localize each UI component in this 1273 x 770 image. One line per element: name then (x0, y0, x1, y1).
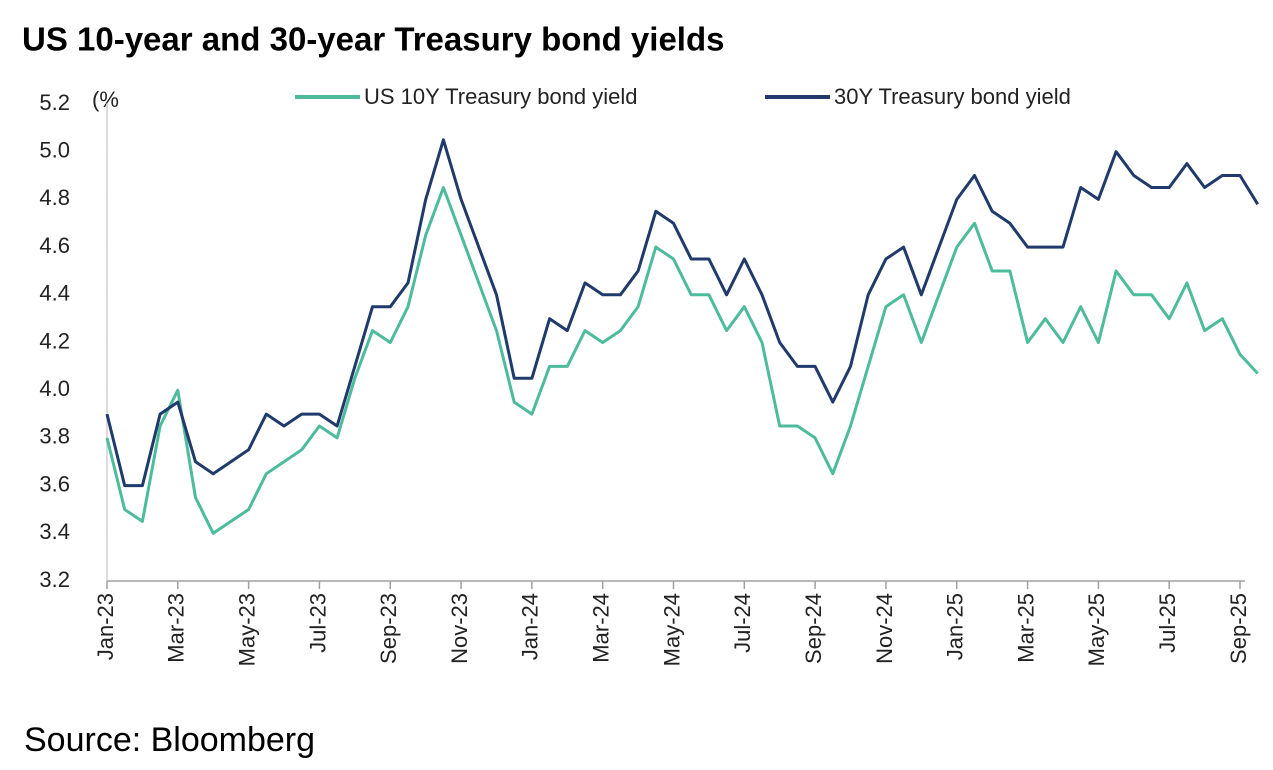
x-tick-label: Jul-25 (1155, 593, 1180, 653)
x-tick-label: Jul-24 (730, 593, 755, 653)
x-tick-label: Sep-25 (1226, 593, 1251, 664)
y-tick-label: 4.6 (39, 233, 70, 258)
x-tick-label: Jan-24 (518, 593, 543, 660)
x-tick-label: Mar-23 (164, 593, 189, 663)
x-tick-label: Mar-24 (589, 593, 614, 663)
y-tick-label: 4.0 (39, 376, 70, 401)
x-tick-label: Nov-24 (872, 593, 897, 664)
x-tick-label: Jan-25 (943, 593, 968, 660)
y-tick-label: 3.2 (39, 567, 70, 592)
y-tick-label: 4.8 (39, 185, 70, 210)
x-tick-label: Sep-24 (801, 593, 826, 664)
line-series (105, 186, 1259, 535)
y-tick-label: 5.2 (39, 90, 70, 115)
x-tick-label: Jul-23 (305, 593, 330, 653)
y-tick-label: 4.2 (39, 328, 70, 353)
x-tick-label: May-24 (659, 593, 684, 666)
legend-label: 30Y Treasury bond yield (834, 84, 1071, 109)
line-series (105, 138, 1259, 488)
y-axis-label: (% (92, 87, 119, 112)
x-tick-label: Sep-23 (376, 593, 401, 664)
x-tick-label: Nov-23 (447, 593, 472, 664)
x-tick-label: Jan-23 (93, 593, 118, 660)
source: Source: Bloomberg (24, 721, 315, 759)
x-tick-label: May-23 (234, 593, 259, 666)
y-tick-label: 5.0 (39, 138, 70, 163)
chart-title: US 10-year and 30-year Treasury bond yie… (22, 21, 725, 58)
legend-label: US 10Y Treasury bond yield (364, 84, 638, 109)
y-tick-label: 4.4 (39, 281, 70, 306)
y-tick-label: 3.8 (39, 424, 70, 449)
x-tick-label: May-25 (1084, 593, 1109, 666)
y-tick-label: 3.6 (39, 471, 70, 496)
x-tick-label: Mar-25 (1013, 593, 1038, 663)
y-tick-label: 3.4 (39, 519, 70, 544)
